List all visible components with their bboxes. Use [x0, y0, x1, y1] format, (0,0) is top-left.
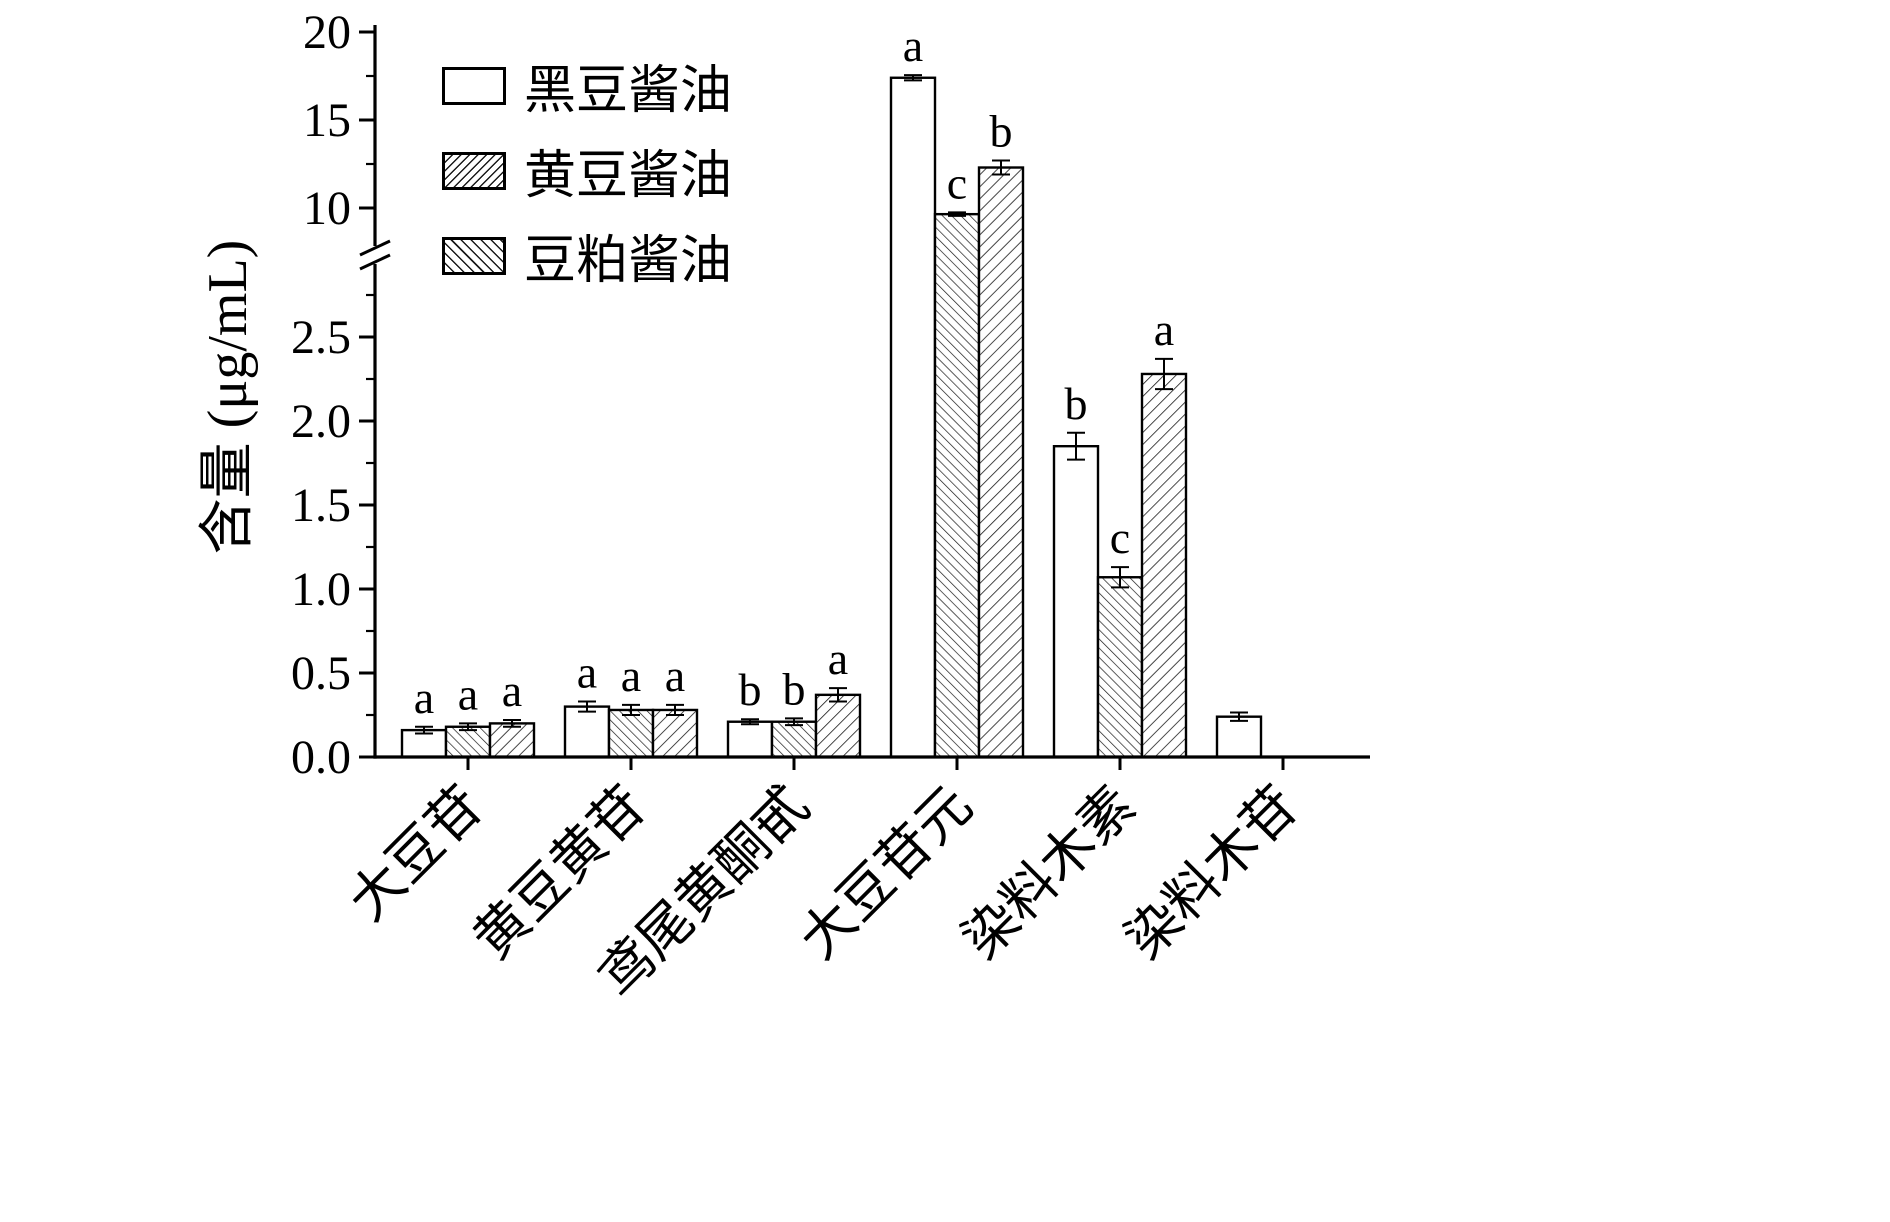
significance-letter: c [1110, 512, 1130, 563]
y-tick-label: 10 [303, 182, 351, 235]
legend-label: 黄豆酱油 [524, 148, 733, 205]
x-tick-label: 大豆苷元 [788, 775, 983, 970]
legend-label: 黑豆酱油 [524, 63, 733, 120]
x-tick-label: 染料木素 [951, 775, 1146, 970]
bar [726, 720, 774, 759]
significance-letter: a [414, 672, 434, 723]
axis-break-mark [359, 239, 391, 257]
y-tick-label: 1.5 [291, 479, 351, 532]
significance-letter: a [665, 650, 685, 701]
significance-letter: a [577, 647, 597, 698]
bar [889, 76, 937, 759]
significance-letter: b [990, 105, 1013, 156]
bar [651, 708, 699, 759]
y-tick-label: 1.0 [291, 563, 351, 616]
bar [770, 720, 818, 759]
significance-letter: b [1065, 378, 1088, 429]
axis-break-mark [359, 253, 391, 271]
y-tick-label: 2.0 [291, 395, 351, 448]
legend-item-black-bean: 黑豆酱油 [442, 48, 732, 123]
bar-group-5 [1215, 711, 1263, 759]
significance-letter: a [502, 665, 522, 716]
significance-letter: a [458, 668, 478, 719]
y-tick-label: 0.5 [291, 647, 351, 700]
significance-letter: a [621, 650, 641, 701]
bar-group-3: a cb [889, 20, 1025, 759]
bar [1052, 445, 1100, 759]
significance-letter: a [903, 20, 923, 71]
legend: 黑豆酱油 黄豆酱油 豆粕酱油 [442, 48, 732, 293]
bar [977, 166, 1025, 759]
x-tick-label: 大豆苷 [338, 775, 495, 932]
bar [607, 708, 655, 759]
significance-letter: b [783, 663, 806, 714]
y-tick-label: 20 [303, 6, 351, 59]
bar [1096, 576, 1144, 759]
bar-group-4: b c a [1052, 304, 1188, 759]
bar [1140, 372, 1188, 759]
significance-letter: a [828, 633, 848, 684]
legend-item-soybean: 黄豆酱油 [442, 133, 732, 208]
significance-letter: c [947, 157, 967, 208]
x-tick-label: 染料木苷 [1114, 775, 1309, 970]
legend-swatch-hatch-forward [442, 151, 506, 190]
bar [488, 722, 536, 759]
y-tick-label: 15 [303, 94, 351, 147]
y-tick-label: 2.5 [291, 311, 351, 364]
bar [933, 212, 981, 759]
significance-letter: b [739, 664, 762, 715]
significance-letter: a [1154, 304, 1174, 355]
bar [563, 705, 611, 759]
bar [444, 725, 492, 759]
y-tick-label: 0.0 [291, 731, 351, 784]
y-axis-label: 含量 (μg/mL) [197, 239, 259, 555]
legend-label: 豆粕酱油 [524, 233, 733, 290]
legend-item-soybean-meal: 豆粕酱油 [442, 218, 732, 293]
legend-swatch-hatch-back [442, 236, 506, 275]
bar [814, 693, 862, 759]
bar [1215, 715, 1263, 759]
legend-swatch-solid [442, 66, 506, 105]
bar-group-2: b ba [726, 633, 862, 759]
